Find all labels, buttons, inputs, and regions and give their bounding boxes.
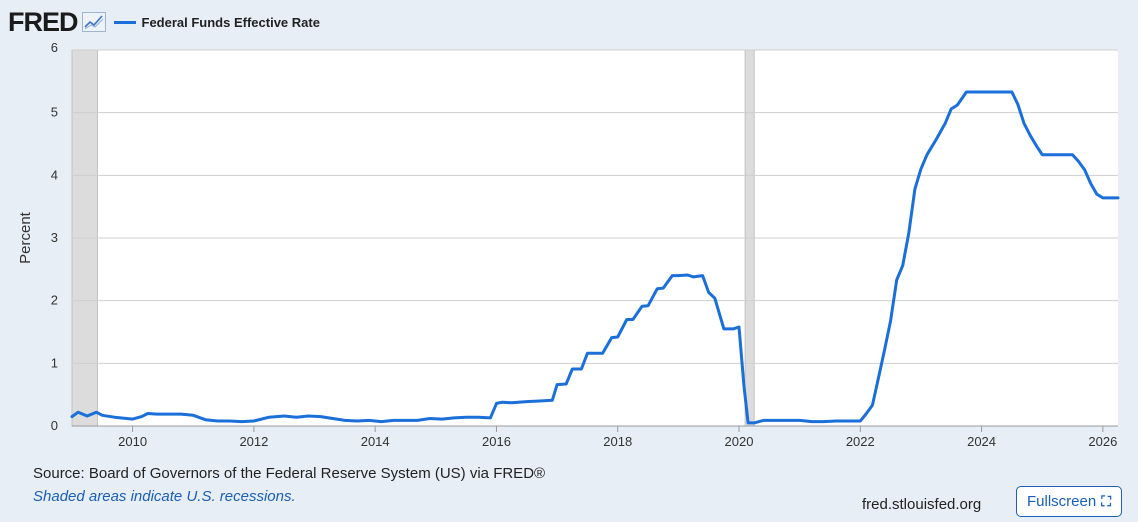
x-tick-label: 2022 xyxy=(846,434,875,449)
x-tick-label: 2010 xyxy=(118,434,147,449)
series-line xyxy=(70,90,1120,425)
y-tick-label: 1 xyxy=(51,355,58,370)
y-tick-label: 0 xyxy=(51,418,58,433)
x-tick-label: 2020 xyxy=(725,434,754,449)
fullscreen-button[interactable]: Fullscreen ⛶ xyxy=(1016,486,1122,517)
source-text: Source: Board of Governors of the Federa… xyxy=(33,465,546,482)
fullscreen-label: Fullscreen xyxy=(1026,493,1097,510)
legend-swatch xyxy=(113,20,136,24)
x-tick-label: 2026 xyxy=(1088,434,1117,449)
y-tick-label: 4 xyxy=(51,167,58,182)
expand-icon: ⛶ xyxy=(1101,493,1111,509)
x-tick-label: 2018 xyxy=(603,434,632,449)
y-tick-label: 5 xyxy=(51,105,58,120)
legend-label: Federal Funds Effective Rate xyxy=(141,14,320,30)
y-axis-label: Percent xyxy=(17,211,34,264)
trend-chart-icon xyxy=(81,12,106,32)
fred-logo[interactable]: FRED xyxy=(8,6,78,37)
chart-legend: Federal Funds Effective Rate xyxy=(113,14,320,30)
x-tick-label: 2024 xyxy=(967,434,996,449)
y-tick-label: 3 xyxy=(51,230,58,245)
x-tick-label: 2016 xyxy=(482,434,511,449)
x-tick-label: 2012 xyxy=(239,434,268,449)
recession-note: Shaded areas indicate U.S. recessions. xyxy=(33,488,296,505)
y-tick-label: 2 xyxy=(51,293,58,308)
y-tick-label: 6 xyxy=(51,40,58,55)
line-chart[interactable]: 0 1 2 3 4 5 6 2010 2012 2014 2016 2018 2020 2022 2024 2… xyxy=(0,0,1138,460)
site-url[interactable]: fred.stlouisfed.org xyxy=(862,496,982,513)
x-tick-label: 2014 xyxy=(361,434,390,449)
chart-header: FRED Federal Funds Effective Rate xyxy=(8,6,320,38)
